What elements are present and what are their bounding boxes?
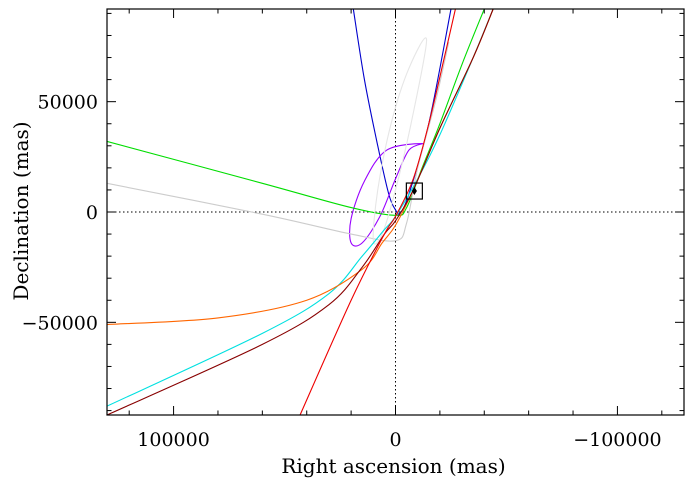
y-tick-label: −50000 (22, 312, 98, 334)
x-tick-label: 0 (389, 429, 401, 451)
ticks-layer (107, 9, 684, 415)
series-line-9 (299, 9, 456, 415)
y-tick-label: 0 (86, 202, 98, 224)
marker-diamond (411, 187, 417, 196)
zero-lines (107, 9, 684, 415)
series-layer (107, 9, 494, 415)
series-line-6 (107, 9, 494, 407)
x-axis-label: Right ascension (mas) (281, 454, 505, 478)
marker-layer (405, 182, 423, 200)
series-line-3 (107, 9, 485, 216)
marker-box (405, 182, 423, 200)
series-line-5 (372, 37, 428, 245)
series-line-1 (352, 9, 452, 215)
y-axis-label: Declination (mas) (9, 121, 33, 300)
x-tick-label: 100000 (137, 429, 210, 451)
series-line-7 (107, 9, 494, 326)
series-line-4 (107, 41, 450, 242)
y-tick-label: 50000 (38, 92, 98, 114)
tick-labels: 100000 0 −100000 50000 0 −50000 (22, 92, 662, 451)
series-line-8 (107, 9, 494, 415)
x-tick-label: −100000 (573, 429, 661, 451)
